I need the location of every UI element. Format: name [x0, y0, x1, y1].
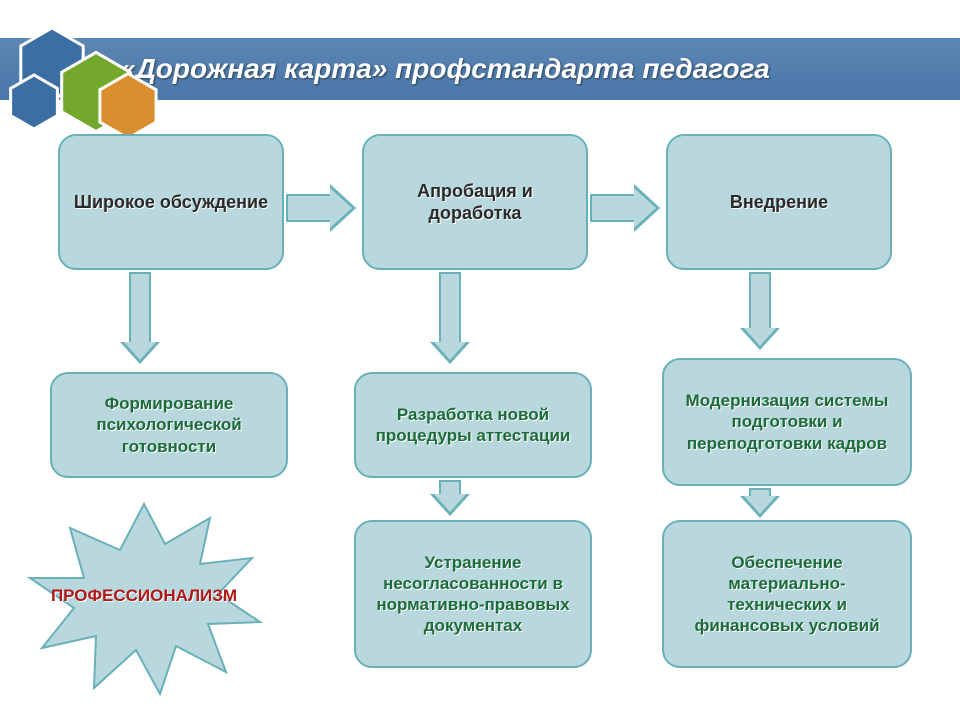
starburst-label: ПРОФЕССИОНАЛИЗМ: [51, 586, 237, 606]
flow-node-label: Формирование психологической готовности: [64, 393, 274, 457]
arrow-down-icon: [740, 272, 780, 350]
flow-node-n2: Апробация и доработка: [362, 134, 588, 270]
arrow-down-icon: [740, 488, 780, 518]
flow-node-label: Обеспечение материально-технических и фи…: [676, 552, 898, 637]
flow-node-label: Модернизация системы подготовки и перепо…: [676, 390, 898, 454]
flow-node-g4: Устранение несогласованности в нормативн…: [354, 520, 592, 668]
flow-node-n3: Внедрение: [666, 134, 892, 270]
flow-node-label: Внедрение: [730, 191, 828, 214]
arrow-right-icon: [286, 184, 356, 232]
flow-node-label: Апробация и доработка: [376, 180, 574, 225]
hex-icon: [92, 70, 164, 142]
hex-icon: [4, 72, 64, 132]
flow-node-label: Широкое обсуждение: [74, 191, 268, 214]
starburst-professionalism: ПРОФЕССИОНАЛИЗМ: [24, 496, 264, 696]
arrow-down-icon: [120, 272, 160, 364]
flow-node-g2: Разработка новой процедуры аттестации: [354, 372, 592, 478]
flow-node-label: Устранение несогласованности в нормативн…: [368, 552, 578, 637]
arrow-down-icon: [430, 480, 470, 516]
flow-node-label: Разработка новой процедуры аттестации: [368, 404, 578, 447]
arrow-right-icon: [590, 184, 660, 232]
flow-node-g5: Обеспечение материально-технических и фи…: [662, 520, 912, 668]
arrow-down-icon: [430, 272, 470, 364]
flow-node-n1: Широкое обсуждение: [58, 134, 284, 270]
flow-node-g1: Формирование психологической готовности: [50, 372, 288, 478]
flow-node-g3: Модернизация системы подготовки и перепо…: [662, 358, 912, 486]
page-title: «Дорожная карта» профстандарта педагога: [120, 53, 770, 85]
